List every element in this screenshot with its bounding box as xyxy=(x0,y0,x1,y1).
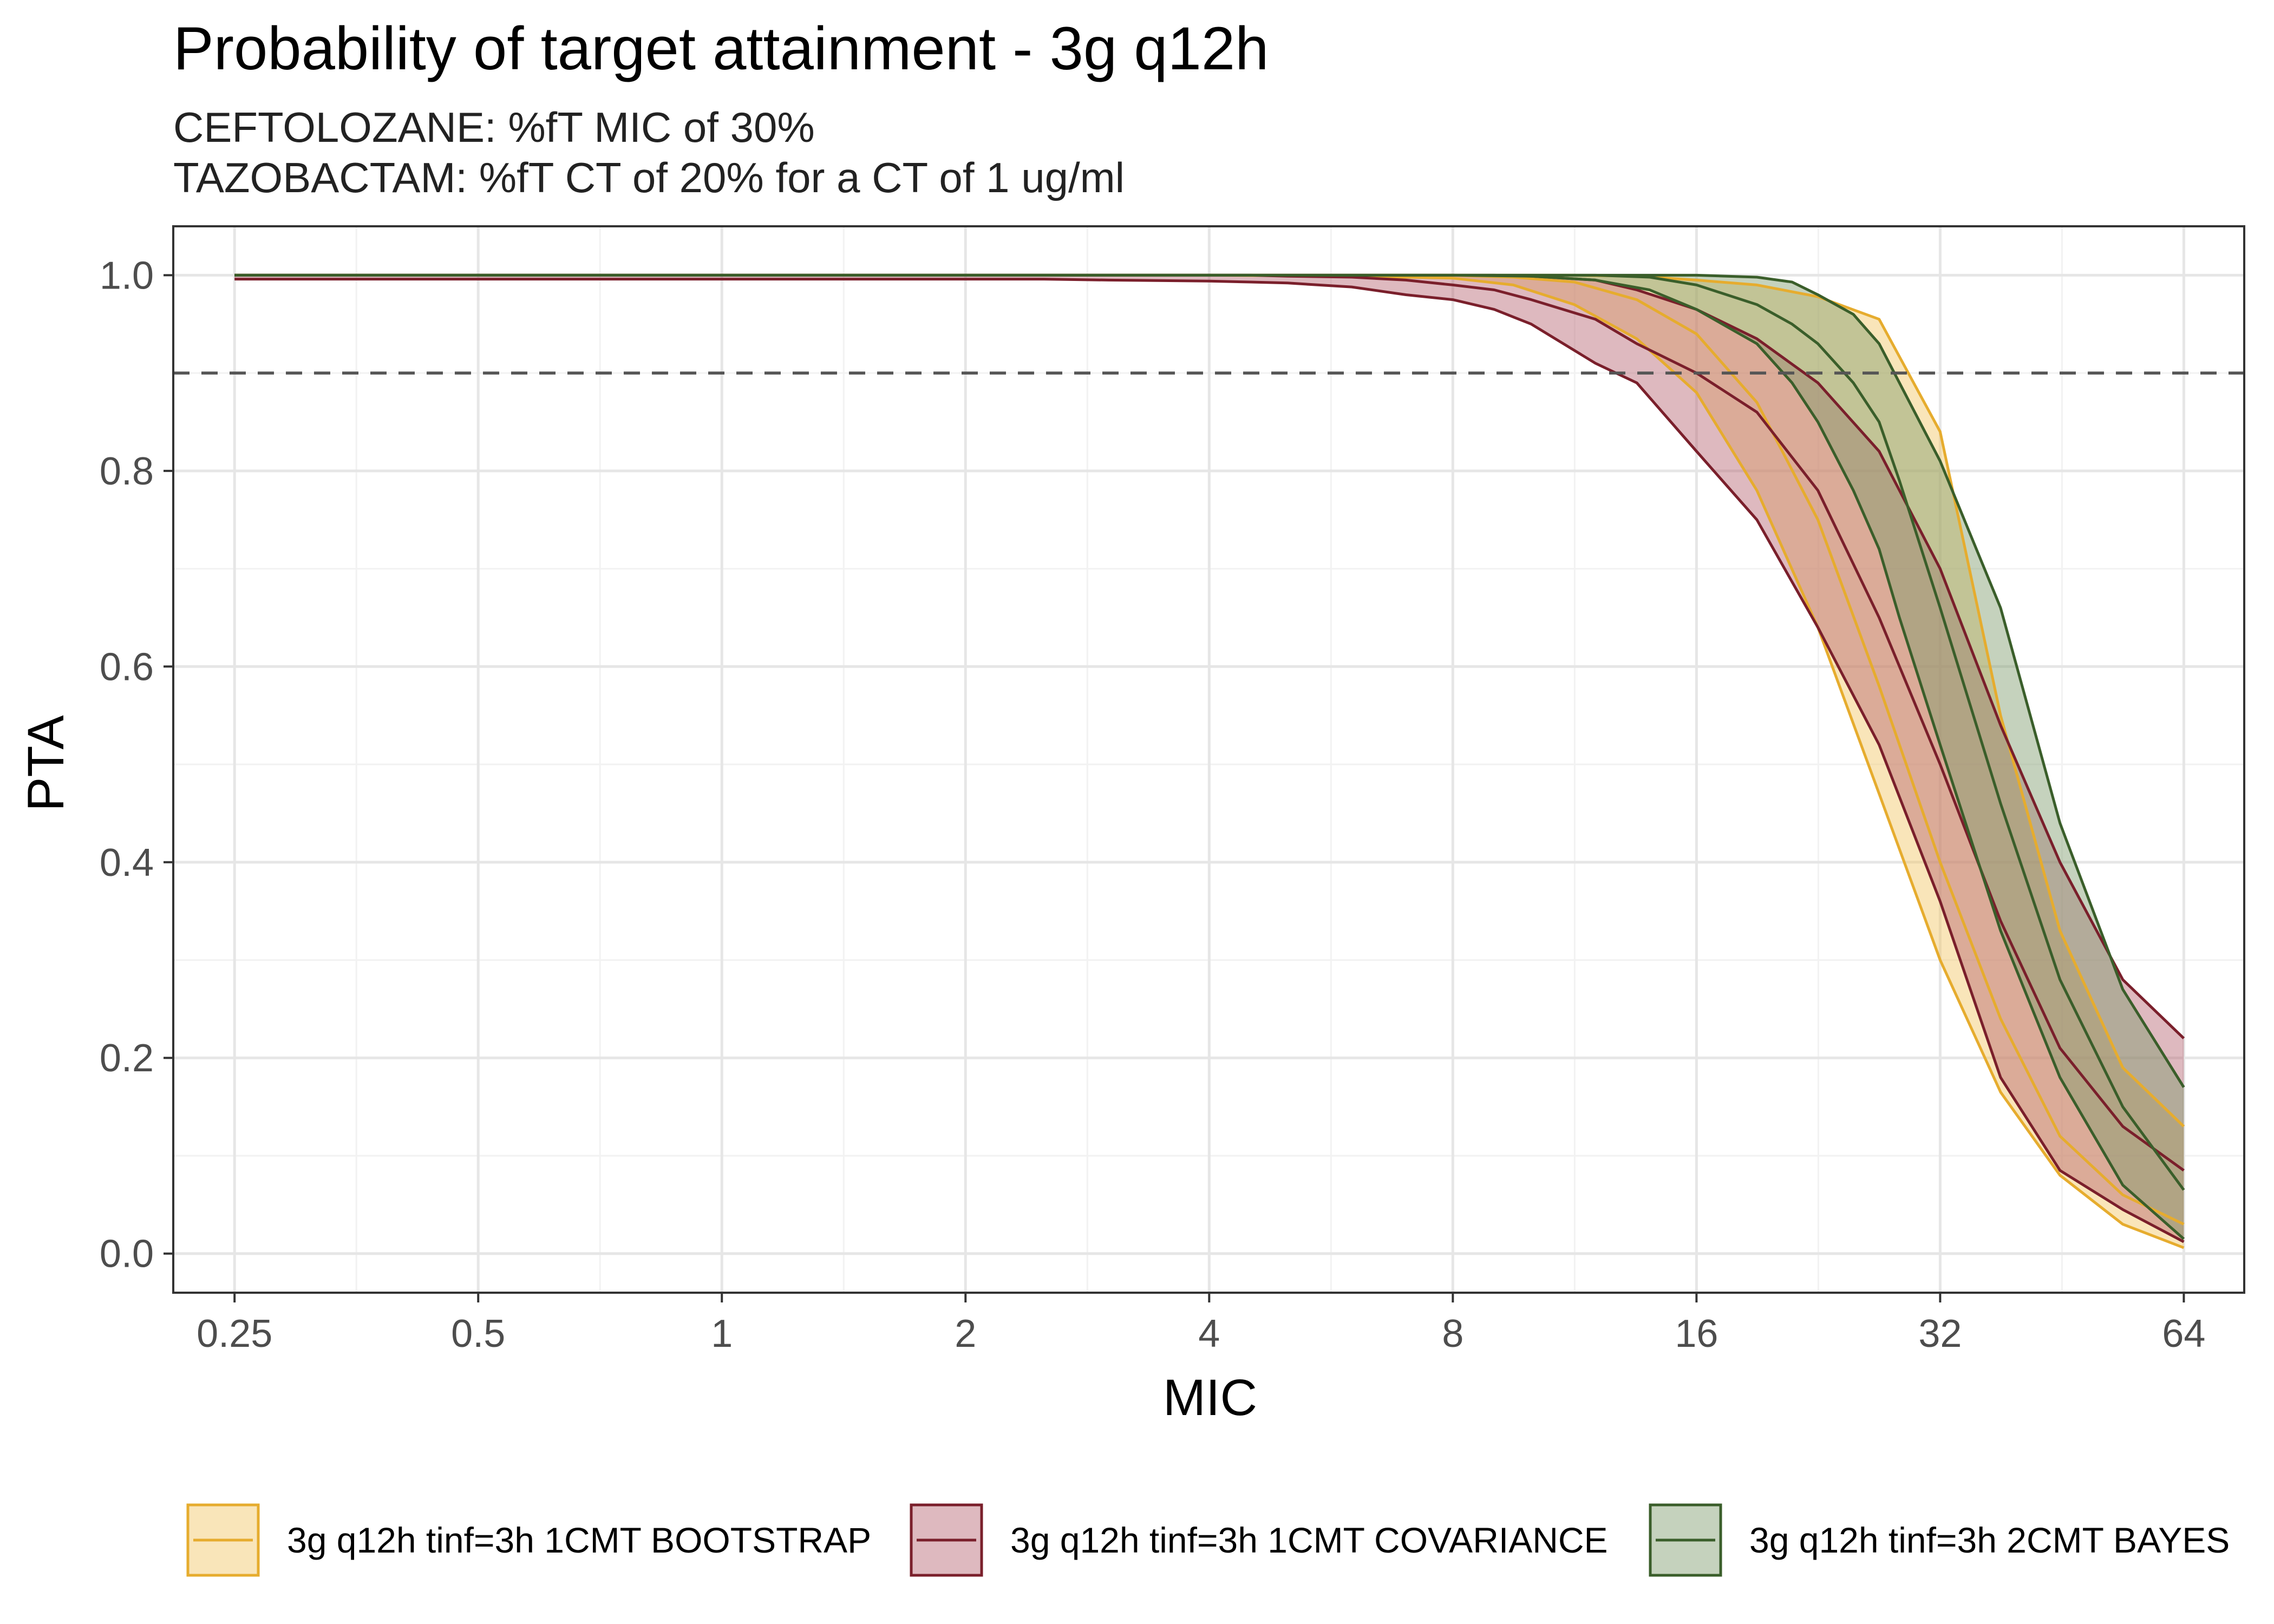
x-tick-label: 32 xyxy=(1918,1312,1962,1355)
axis-ticks: 0.25 0.5 1 2 4 8 16 32 64 0.0 0.2 0.4 0.6 0.8 1.0 xyxy=(100,254,2206,1355)
x-tick-label: 16 xyxy=(1675,1312,1718,1355)
x-tick-label: 2 xyxy=(955,1312,976,1355)
chart-subtitle-line-1: CEFTOLOZANE: %fT MIC of 30% xyxy=(173,103,815,151)
legend-item: 3g q12h tinf=3h 2CMT BAYES xyxy=(1649,1503,2230,1577)
y-tick-label: 0.2 xyxy=(100,1037,154,1080)
y-axis-title: PTA xyxy=(17,715,75,811)
line-series-2-lower xyxy=(234,278,2185,1243)
series-lines xyxy=(234,273,2185,1249)
x-tick-label: 0.5 xyxy=(451,1312,505,1355)
chart-title: Probability of target attainment - 3g q1… xyxy=(173,15,1269,82)
legend-label: 3g q12h tinf=3h 1CMT BOOTSTRAP xyxy=(287,1520,871,1560)
x-tick-label: 0.25 xyxy=(197,1312,272,1355)
y-tick-label: 0.4 xyxy=(100,841,154,885)
legend-label: 3g q12h tinf=3h 1CMT COVARIANCE xyxy=(1010,1520,1608,1560)
x-tick-label: 4 xyxy=(1198,1312,1220,1355)
y-tick-label: 0.0 xyxy=(100,1233,154,1276)
line-series-3-upper xyxy=(234,273,2185,1088)
x-tick-label: 64 xyxy=(2162,1312,2205,1355)
y-tick-label: 0.8 xyxy=(100,450,154,493)
y-tick-label: 1.0 xyxy=(100,254,154,297)
x-tick-label: 8 xyxy=(1442,1312,1463,1355)
legend: 3g q12h tinf=3h 1CMT BOOTSTRAP 3g q12h ti… xyxy=(186,1503,2230,1577)
legend-item: 3g q12h tinf=3h 1CMT COVARIANCE xyxy=(910,1503,1608,1577)
x-tick-label: 1 xyxy=(711,1312,733,1355)
y-tick-label: 0.6 xyxy=(100,645,154,689)
legend-item: 3g q12h tinf=3h 1CMT BOOTSTRAP xyxy=(186,1503,871,1577)
chart-subtitle-line-2: TAZOBACTAM: %fT CT of 20% for a CT of 1 … xyxy=(173,154,1125,201)
legend-label: 3g q12h tinf=3h 2CMT BAYES xyxy=(1749,1520,2230,1560)
x-axis-title: MIC xyxy=(1163,1369,1257,1426)
